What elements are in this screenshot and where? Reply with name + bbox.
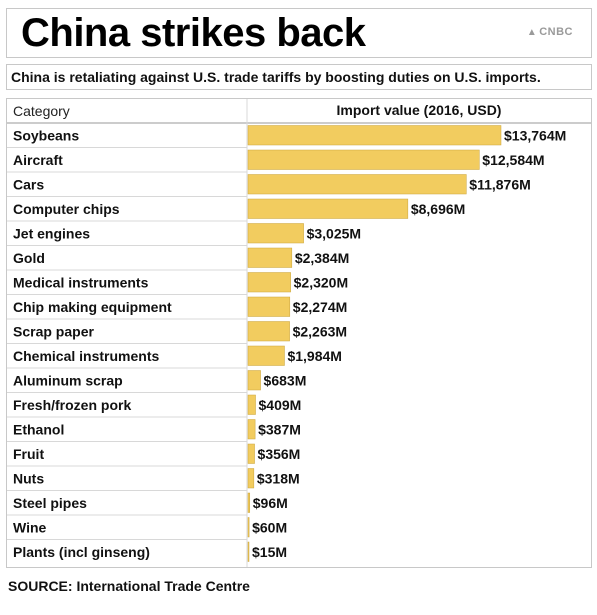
peacock-icon: ▲ [526,27,538,38]
category-label: Aluminum scrap [13,372,123,388]
bar-value-label: $387M [258,421,301,437]
category-label: Cars [13,176,44,192]
category-label: Gold [13,250,45,266]
title-box: China strikes back ▲ CNBC [6,8,592,58]
bar [247,492,251,513]
category-label: Chip making equipment [13,299,172,315]
chart-subtitle: China is retaliating against U.S. trade … [11,69,541,85]
bar-value-label: $2,263M [293,323,347,339]
cnbc-logo: ▲ CNBC [527,26,573,38]
bar-value-label: $2,384M [295,250,349,266]
bar-value-label: $318M [257,470,300,486]
bar [247,149,480,170]
category-label: Plants (incl ginseng) [13,544,150,560]
bar [247,394,256,415]
category-label: Medical instruments [13,274,149,290]
bar [247,541,250,562]
bar [247,296,291,317]
bar-value-label: $409M [259,397,302,413]
bar [247,272,291,293]
category-label: Ethanol [13,421,64,437]
bar [247,370,261,391]
category-label: Aircraft [13,152,63,168]
source-note: SOURCE: International Trade Centre [8,578,250,594]
category-label: Steel pipes [13,495,87,511]
bar [247,345,285,366]
bar [247,517,250,538]
bar [247,198,409,219]
bar-value-label: $60M [252,519,287,535]
bar-value-label: $1,984M [287,348,341,364]
bar [247,468,255,489]
bar-value-label: $8,696M [411,201,465,217]
category-header: Category [13,103,70,119]
bar-value-label: $2,320M [294,274,348,290]
bar-value-label: $96M [253,495,288,511]
bar [247,419,256,440]
bar-chart: Category Import value (2016, USD) Soybeans… [7,99,591,567]
bar-value-label: $13,764M [504,127,566,143]
logo-text: CNBC [539,26,573,38]
category-label: Fresh/frozen pork [13,397,131,413]
value-header: Import value (2016, USD) [337,102,502,118]
bar [247,174,467,195]
bar-value-label: $11,876M [469,176,531,192]
category-label: Nuts [13,470,44,486]
chart-title: China strikes back [21,11,366,55]
bar [247,321,290,342]
category-label: Computer chips [13,201,120,217]
bar-value-label: $356M [258,446,301,462]
bar-value-label: $683M [264,372,307,388]
bar [247,247,293,268]
bar-value-label: $3,025M [307,225,361,241]
category-label: Wine [13,519,47,535]
category-label: Soybeans [13,127,79,143]
bar-value-label: $15M [252,544,287,560]
category-label: Jet engines [13,225,90,241]
category-label: Scrap paper [13,323,94,339]
category-label: Chemical instruments [13,348,159,364]
bar [247,125,502,146]
bar [247,223,304,244]
bar-value-label: $12,584M [482,152,544,168]
category-label: Fruit [13,446,44,462]
chart-area: Category Import value (2016, USD) Soybeans… [6,98,592,568]
bar [247,443,255,464]
subtitle-box: China is retaliating against U.S. trade … [6,64,592,90]
bar-value-label: $2,274M [293,299,347,315]
